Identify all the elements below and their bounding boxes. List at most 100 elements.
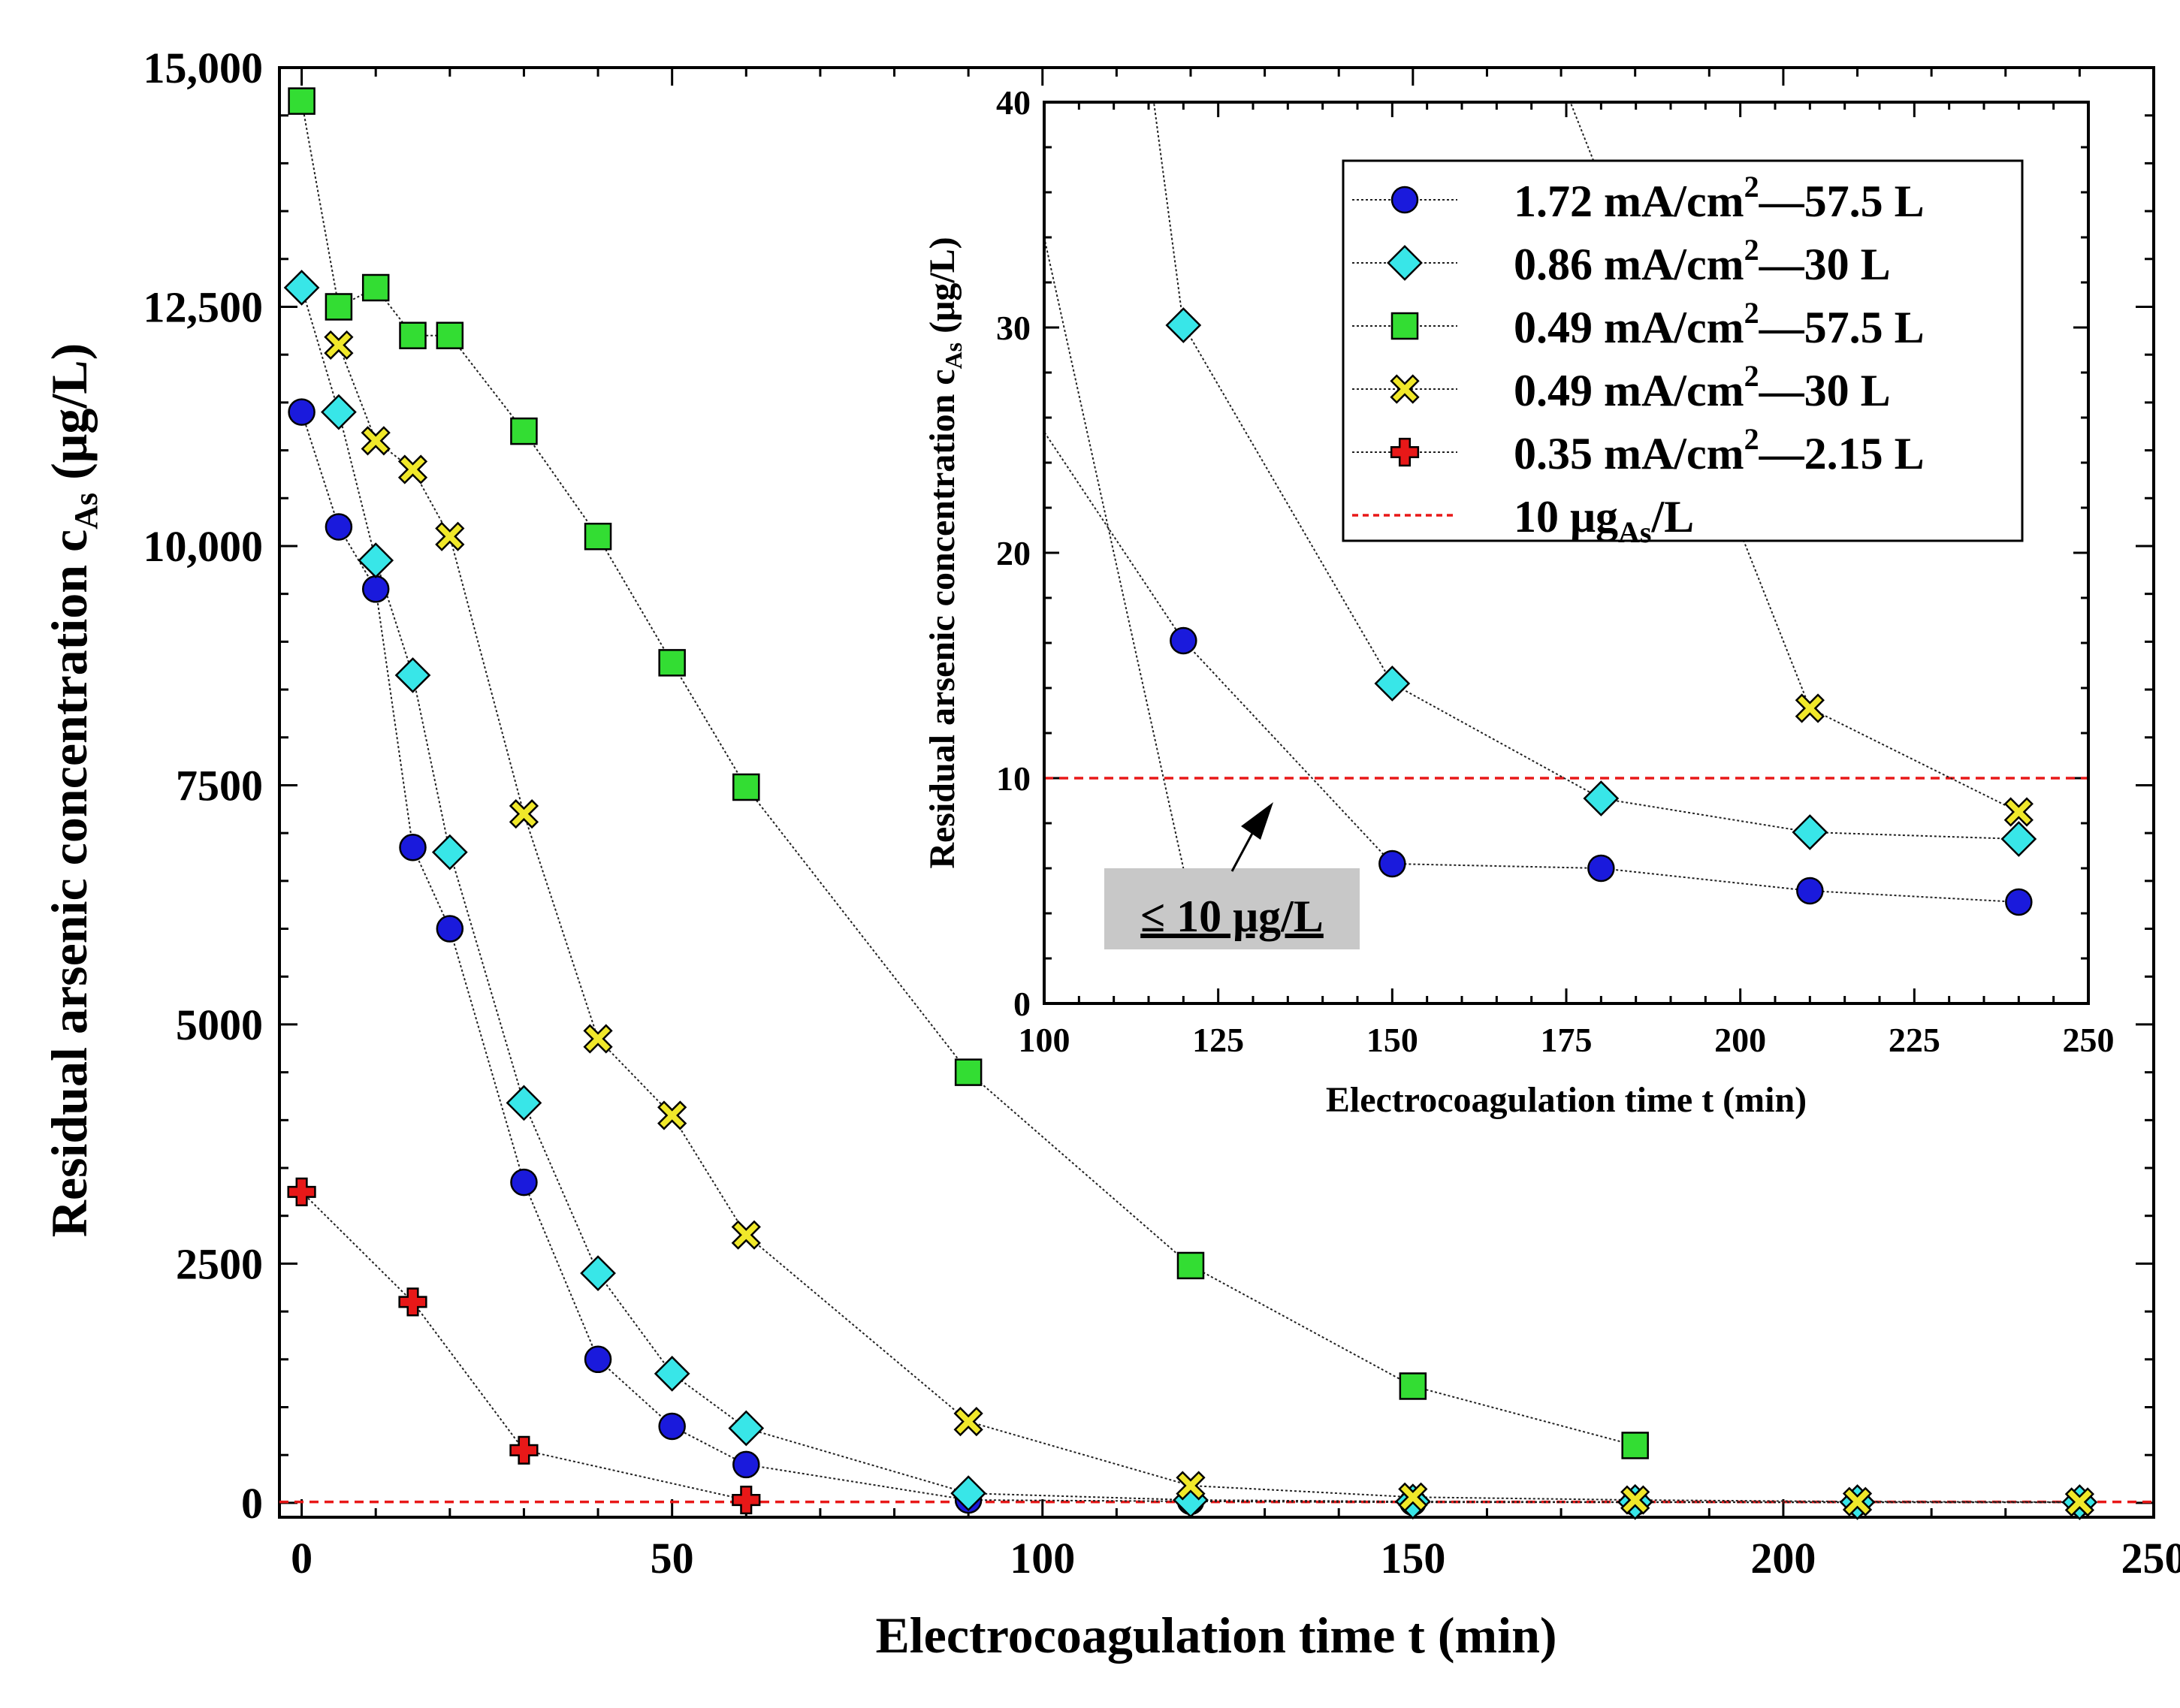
main-series-0-point [436,915,464,943]
legend-label-rest: /L [1650,492,1694,542]
legend-label-sup: 2 [1744,233,1759,267]
inset-series-0-point [2005,888,2033,916]
main-series-4-point [398,1287,427,1317]
main-series-1-point [506,1085,542,1121]
main-series-2-point [1399,1372,1427,1400]
inset-x-tick-label: 150 [1366,1021,1418,1059]
legend-label-value: 1.72 mA/cm [1514,177,1744,226]
inset-y-tick-label: 30 [996,309,1031,347]
inset-x-tick-label: 125 [1192,1021,1244,1059]
main-series-3-point [1620,1485,1650,1515]
legend-label: 0.49 mA/cm2—57.5 L [1514,296,1925,352]
legend-marker [1390,437,1420,467]
main-series-1-point [654,1356,690,1392]
main-series-1-point [431,834,468,871]
main-plot-frame [278,66,2155,1519]
main-y-tick-label: 7500 [176,761,263,810]
main-y-tick-label: 5000 [176,1000,263,1049]
main-plot: 0 50 100 150 200 250025005000750010,00012,500… [41,44,2180,1664]
main-series-2-point [954,1058,983,1086]
legend-label-rest: —57.5 L [1759,177,1925,226]
inset-series-0-point [1170,626,1197,655]
main-y-axis-label: Residual arsenic concentration cAs (μg/L… [41,343,104,1237]
main-series-0-point [288,398,316,426]
inset-series-0-point [1587,854,1615,883]
main-series-2-point [1176,1251,1205,1280]
main-y-tick-label: 2500 [176,1239,263,1288]
main-series-line-4 [300,1191,747,1501]
legend-label-value: 10 μg [1514,492,1618,542]
inset-x-tick-label: 200 [1714,1021,1766,1059]
legend-label: 0.35 mA/cm2—2.15 L [1514,422,1925,478]
inset-y-tick-label: 10 [996,759,1031,798]
inset-annotation-box [1104,868,1360,949]
main-x-tick-label: 0 [291,1534,313,1583]
main-series-4-point [509,1435,539,1465]
legend-label: 1.72 mA/cm2—57.5 L [1514,170,1925,226]
legend-label-value: 0.35 mA/cm [1514,429,1744,478]
inset-series-line-0 [1044,430,2019,903]
main-series-3-point [435,521,465,551]
inset-y-axis-label-unit: (μg/L) [922,237,962,343]
legend-label-sup: 2 [1744,296,1759,330]
main-series-3-point [1398,1482,1428,1512]
inset-series-1-point [1374,665,1411,702]
main-series-0-point [732,1450,760,1479]
main-series-2-point [325,293,353,321]
main-series-2-point [361,273,390,302]
main-series-2-point [584,522,612,551]
inset-series-1-point [1792,814,1828,850]
inset-series-2-point [2003,797,2034,827]
inset-annotation-arrow [1230,828,1256,872]
legend-label-rest: —2.15 L [1759,429,1925,478]
inset-series-line-3 [1044,237,1185,869]
inset-annotation-arrowhead [1241,802,1273,840]
legend-label-value: 0.49 mA/cm [1514,366,1744,415]
inset-series-0-point [1378,849,1406,878]
inset-y-axis-label-main: Residual arsenic concentration c [922,369,962,868]
inset-x-tick-label: 175 [1541,1021,1593,1059]
main-series-1-point [728,1410,765,1447]
inset-y-tick-label: 0 [1013,985,1031,1023]
main-series-0-point [584,1345,612,1374]
legend-label-sup: 2 [1744,422,1759,456]
main-series-1-point [580,1255,616,1292]
main-series-3-point [1176,1471,1206,1501]
inset-series-0-point [1796,877,1824,905]
main-series-1-point [283,270,320,306]
legend-label-sub: As [1618,515,1651,549]
legend-label: 0.49 mA/cm2—30 L [1514,359,1891,415]
inset-series-line-1 [1152,102,2019,840]
legend-marker [1390,374,1420,404]
main-x-axis-label: Electrocoagulation time t (min) [875,1607,1556,1664]
inset-series-1-point [1583,780,1620,816]
main-x-tick-label: 250 [2121,1534,2180,1583]
inset-x-axis-label: Electrocoagulation time t (min) [1326,1080,1807,1120]
legend-label-sup: 2 [1744,170,1759,204]
inset-y-tick-label: 20 [996,534,1031,572]
main-y-tick-label: 10,000 [143,522,264,571]
main-series-3-point [731,1220,761,1250]
inset-y-axis-label-sub: As [940,343,967,370]
main-series-2-point [510,417,538,445]
inset-series-2-point [1795,693,1825,723]
inset-series-1-point [1165,307,1202,343]
legend-item: 0.49 mA/cm2—57.5 L [1352,296,1925,352]
legend-marker [1390,186,1419,214]
main-series-1-point [321,394,357,430]
inset-x-tick-label: 225 [1889,1021,1940,1059]
main-y-axis-label-main: Residual arsenic concentration c [41,530,98,1237]
legend-item: 0.35 mA/cm2—2.15 L [1352,422,1925,478]
main-y-tick-label: 15,000 [143,44,264,92]
inset-x-tick-label: 100 [1019,1021,1070,1059]
main-series-3-point [361,426,391,456]
main-series-2-point [288,87,316,115]
main-series-3-point [583,1024,613,1054]
main-y-axis-label-sub: As [68,493,104,530]
main-series-1-point [950,1475,987,1512]
main-y-tick-label: 12,500 [143,282,264,331]
main-series-1-point [394,657,431,693]
main-y-tick-label: 0 [241,1479,263,1528]
main-series-3-point [324,330,354,361]
main-series-line-3 [337,345,2080,1503]
